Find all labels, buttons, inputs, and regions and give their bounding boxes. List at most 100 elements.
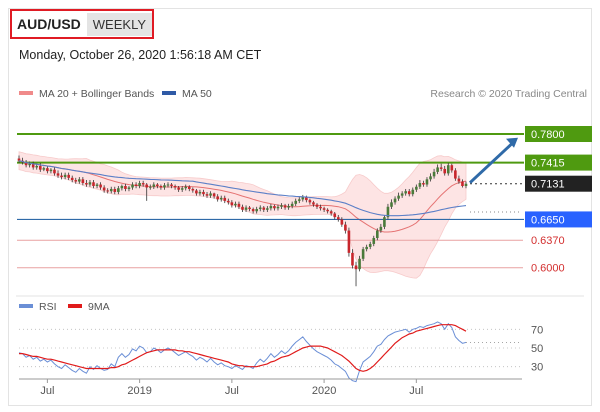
candle-body <box>67 174 70 178</box>
candle-body <box>333 213 337 218</box>
candle-body <box>209 193 212 196</box>
candle-body <box>411 189 415 195</box>
ma50-line <box>18 160 467 217</box>
candle-body <box>152 184 156 187</box>
x-tick-label: 2020 <box>312 385 336 397</box>
candle-body <box>244 207 248 210</box>
candle-body <box>454 170 457 179</box>
candle-body <box>266 208 269 210</box>
instrument-header: AUD/USD WEEKLY <box>10 9 154 39</box>
candle-body <box>319 206 322 209</box>
candle-body <box>173 186 177 188</box>
candle-body <box>205 194 209 196</box>
rsi-ma-legend-swatch <box>68 304 82 308</box>
candle-body <box>301 197 305 200</box>
candle-body <box>450 165 454 171</box>
candle-body <box>258 207 262 210</box>
candle-body <box>315 204 319 207</box>
x-tick-label: Jul <box>409 385 423 397</box>
candle-body <box>248 207 251 210</box>
candle-body <box>49 169 53 172</box>
rsi-tick-label: 70 <box>531 324 543 336</box>
candle-body <box>53 169 56 174</box>
candle-body <box>336 217 340 220</box>
candle-body <box>422 183 425 185</box>
candle-body <box>297 199 301 201</box>
candle-body <box>145 184 149 188</box>
bollinger-band <box>18 151 467 279</box>
candle-body <box>134 184 138 186</box>
candle-body <box>397 195 400 199</box>
candle-body <box>283 205 287 208</box>
candle-body <box>273 206 276 209</box>
rsi-plot: 70 50 30 <box>18 321 543 383</box>
candle-body <box>56 173 60 176</box>
candle-body <box>127 187 131 189</box>
price-level-label: 0.6000 <box>531 263 565 275</box>
candle-body <box>85 183 88 185</box>
candle-body <box>202 191 205 195</box>
candle-body <box>99 184 102 188</box>
candle-body <box>138 183 141 186</box>
candle-body <box>219 197 223 200</box>
candle-body <box>141 183 145 185</box>
candle-body <box>443 168 447 174</box>
candle-body <box>312 202 315 205</box>
price-level-label: 0.6650 <box>531 214 565 226</box>
candle-body <box>393 198 397 203</box>
candle-body <box>81 179 85 184</box>
candle-body <box>365 246 368 250</box>
bollinger-legend-swatch <box>19 91 33 95</box>
x-tick-label: Jul <box>225 385 239 397</box>
candle-body <box>195 190 198 194</box>
candle-body <box>432 171 436 177</box>
candle-body <box>344 224 347 231</box>
rsi-legend-swatch <box>19 304 33 308</box>
candle-body <box>120 186 124 189</box>
rsi-line <box>18 321 467 383</box>
candle-body <box>305 197 308 201</box>
candle-body <box>31 163 35 168</box>
candle-body <box>358 258 361 270</box>
candle-body <box>17 158 21 161</box>
candle-body <box>24 162 28 166</box>
candle-body <box>446 165 450 174</box>
candle-body <box>198 191 202 194</box>
candle-body <box>262 207 266 210</box>
candle-body <box>439 167 443 169</box>
period-selector[interactable]: WEEKLY <box>86 12 152 36</box>
candle-body <box>347 230 351 253</box>
forecast-arrow <box>468 140 516 184</box>
candle-body <box>269 206 273 209</box>
price-level-label: 0.7415 <box>531 158 565 170</box>
ma50-legend-swatch <box>162 91 176 95</box>
candle-body <box>212 193 216 197</box>
candle-body <box>368 243 372 247</box>
candle-body <box>131 184 134 188</box>
candle-body <box>361 249 365 259</box>
candle-body <box>457 178 461 182</box>
price-level-label: 0.6370 <box>531 235 565 247</box>
candle-body <box>35 165 39 168</box>
candle-body <box>102 187 106 191</box>
candle-body <box>60 175 63 178</box>
candle-body <box>287 206 290 208</box>
candle-body <box>42 168 46 170</box>
candle-body <box>390 202 393 207</box>
candle-body <box>117 188 120 192</box>
candle-body <box>70 177 74 181</box>
candle-body <box>322 208 326 210</box>
candle-body <box>237 203 241 207</box>
candle-body <box>170 184 173 186</box>
candle-body <box>184 186 188 189</box>
price-level-tag <box>525 154 592 171</box>
candle-body <box>78 179 81 182</box>
candle-body <box>95 184 99 186</box>
candle-body <box>280 205 283 207</box>
candle-body <box>251 209 255 212</box>
candle-body <box>163 185 166 188</box>
price-level-tag <box>525 175 592 192</box>
candle-body <box>241 206 244 210</box>
candle-body <box>63 174 67 178</box>
